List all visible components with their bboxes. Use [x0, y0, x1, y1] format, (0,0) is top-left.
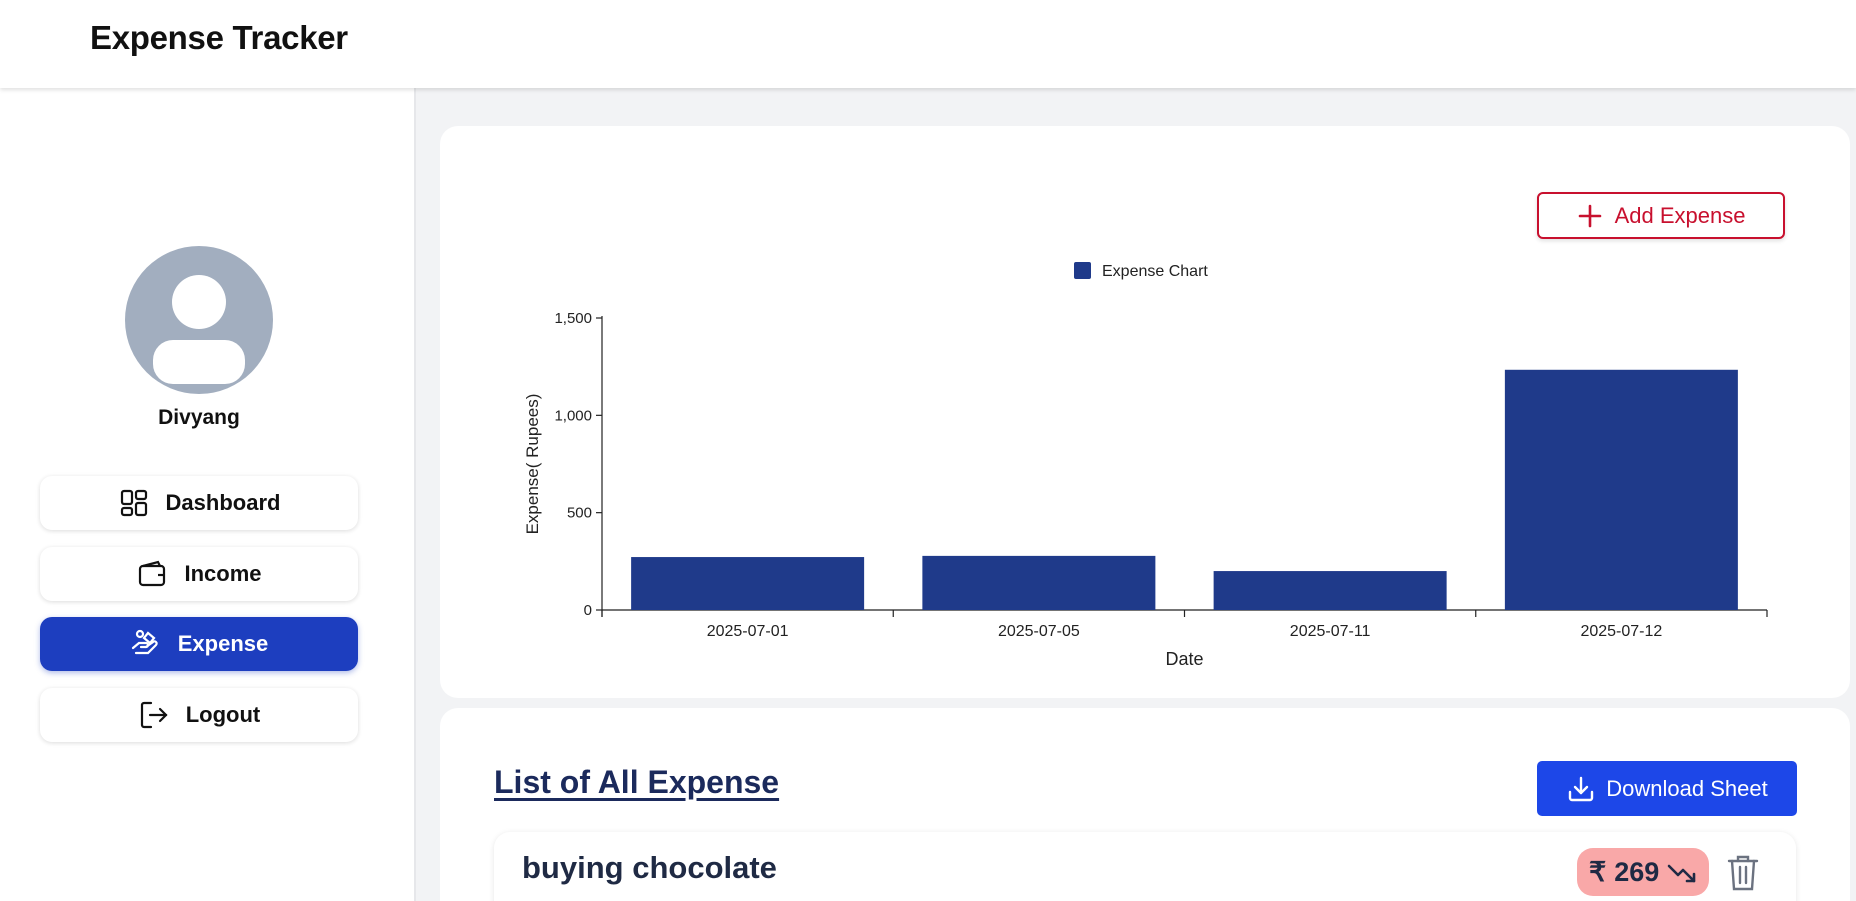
sidebar-item-label: Expense [177, 631, 269, 656]
download-sheet-button[interactable]: Download Sheet [1537, 761, 1797, 816]
x-tick-label: 2025-07-12 [1580, 623, 1662, 640]
y-axis-label: Expense( Rupees) [523, 394, 542, 535]
dashboard-icon [120, 489, 147, 517]
plus-icon [1578, 204, 1601, 227]
x-tick-label: 2025-07-05 [998, 623, 1080, 640]
legend-label: Expense Chart [1102, 263, 1208, 280]
expense-name: buying chocolate [522, 850, 777, 885]
logout-icon [140, 701, 168, 729]
sidebar-item-dashboard[interactable]: Dashboard [40, 476, 358, 530]
trending-down-icon [1667, 864, 1696, 883]
add-expense-label: Add Expense [1614, 202, 1746, 228]
x-tick-label: 2025-07-11 [1290, 623, 1371, 640]
bar [1213, 571, 1447, 610]
sidebar-item-expense[interactable]: Expense [40, 617, 358, 671]
sidebar-item-income[interactable]: Income [40, 547, 358, 601]
sidebar: Divyang Dashboard Income Expense Logout [0, 88, 416, 901]
bar [922, 555, 1156, 610]
download-label: Download Sheet [1606, 775, 1768, 801]
x-axis-label: Date [1165, 649, 1203, 669]
amount-badge: ₹ 269 [1577, 848, 1710, 896]
y-tick-label: 1,500 [554, 310, 592, 327]
list-title: List of All Expense [494, 764, 780, 800]
y-tick-label: 0 [584, 602, 592, 619]
expense-chart-card: Add Expense Expense Chart 0 500 1,000 1,500 2… [440, 126, 1850, 698]
hand-money-icon [131, 629, 158, 655]
list-item[interactable]: buying chocolate ₹ 269 [494, 832, 1796, 901]
sidebar-item-logout[interactable]: Logout [40, 688, 358, 742]
sidebar-item-label: Logout [185, 702, 261, 727]
y-tick-label: 1,000 [554, 407, 592, 424]
add-expense-button[interactable]: Add Expense [1537, 192, 1785, 239]
sidebar-item-label: Income [184, 561, 262, 586]
expense-bar-chart: Expense Chart 0 500 1,000 1,500 2025-07-01 202… [523, 262, 1768, 669]
y-tick-label: 500 [567, 505, 592, 522]
bar [1504, 369, 1738, 610]
currency-symbol: ₹ [1589, 856, 1607, 887]
x-tick-label: 2025-07-01 [707, 623, 789, 640]
expense-list-card: List of All Expense Download Sheet buyin… [440, 708, 1850, 901]
user-name: Divyang [158, 406, 240, 429]
expense-amount: 269 [1614, 856, 1660, 887]
sidebar-item-label: Dashboard [165, 490, 281, 515]
download-icon [1569, 776, 1594, 801]
trash-icon[interactable] [1725, 852, 1761, 892]
legend-swatch [1074, 262, 1091, 279]
user-avatar-icon [125, 246, 273, 394]
wallet-icon [139, 560, 166, 587]
bar [631, 557, 865, 610]
top-bar: Expense Tracker [0, 0, 1856, 88]
app-title: Expense Tracker [90, 19, 348, 56]
